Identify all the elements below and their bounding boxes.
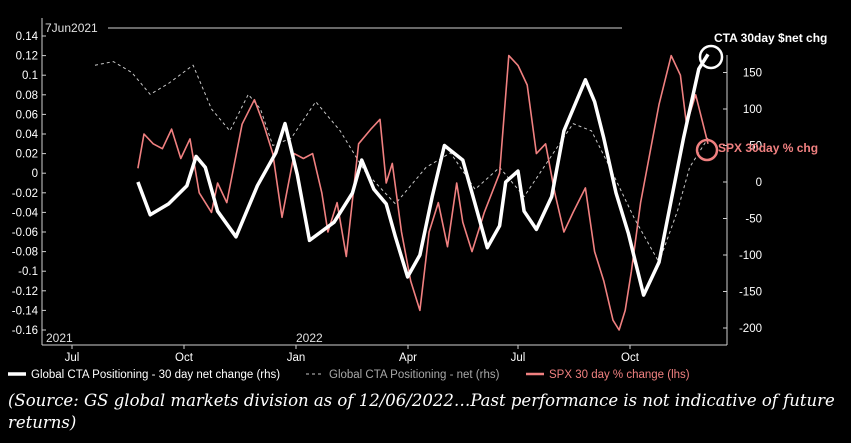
x-tick-label: Jul (511, 352, 526, 364)
series-group (94, 53, 710, 331)
right-tick-label: -150 (739, 287, 762, 299)
spx-annotation-label: SPX 30day % chg (718, 141, 818, 155)
x-tick-label: Jul (65, 352, 80, 364)
x-tick-label: Jan (287, 352, 306, 364)
x-tick-label: Apr (399, 352, 417, 364)
left-tick-label: 0.08 (16, 90, 38, 102)
legend-label: SPX 30 day % change (lhs) (549, 369, 690, 381)
left-tick-label: 0.1 (22, 70, 38, 82)
left-tick-label: 0.02 (16, 149, 38, 161)
left-tick-label: -0.12 (12, 286, 38, 298)
cta-annotation-label: CTA 30day $net chg (714, 31, 827, 45)
date-marker-label: 7Jun2021 (45, 21, 98, 35)
left-tick-label: -0.02 (12, 188, 38, 200)
left-tick-label: -0.08 (12, 247, 38, 259)
right-tick-label: 100 (743, 104, 762, 116)
left-tick-label: -0.06 (12, 227, 38, 239)
left-tick-label: 0 (32, 168, 38, 180)
right-tick-label: 50 (749, 141, 762, 153)
right-tick-label: 150 (743, 68, 762, 80)
legend: Global CTA Positioning - 30 day net chan… (8, 369, 690, 381)
left-tick-label: -0.1 (18, 266, 38, 278)
right-tick-label: -200 (739, 323, 762, 335)
series-cta-net-line (94, 61, 709, 263)
year-label-2021: 2021 (46, 331, 73, 345)
left-tick-label: -0.16 (12, 325, 38, 337)
left-tick-label: 0.12 (16, 51, 38, 63)
x-axis-ticks: Jul Oct Jan Apr Jul Oct (65, 345, 640, 364)
legend-label: Global CTA Positioning - 30 day net chan… (31, 369, 280, 381)
left-tick-label: 0.06 (16, 109, 38, 121)
x-tick-label: Oct (175, 352, 194, 364)
year-label-2022: 2022 (296, 331, 323, 345)
spx-annotation-circle (695, 138, 719, 162)
right-tick-label: -100 (739, 250, 762, 262)
cta-annotation-circle (698, 44, 724, 70)
left-tick-label: 0.04 (16, 129, 39, 141)
chart: 7Jun2021 2021 2022 0.140.120.10.080.060.… (0, 0, 851, 390)
left-axis-ticks: 0.14 0.12 0.1 0.08 0.06 0.04 0.02 0 -0.02 -0.04 -0… (12, 31, 46, 337)
x-tick-label: Oct (621, 352, 640, 364)
legend-label: Global CTA Positioning - net (rhs) (329, 369, 500, 381)
source-caption: (Source: GS global markets division as o… (8, 391, 835, 432)
right-tick-label: 0 (756, 177, 762, 189)
left-tick-label: 0.14 (16, 31, 39, 43)
series-cta-change-line (136, 53, 710, 297)
left-tick-label: -0.04 (12, 207, 39, 219)
right-axis-ticks: 150 100 50 0 -50 -100 -150 -200 (723, 68, 762, 335)
right-tick-label: -50 (745, 214, 762, 226)
chart-background (0, 0, 851, 390)
left-tick-label: -0.14 (12, 305, 39, 317)
series-spx-line (137, 54, 709, 331)
